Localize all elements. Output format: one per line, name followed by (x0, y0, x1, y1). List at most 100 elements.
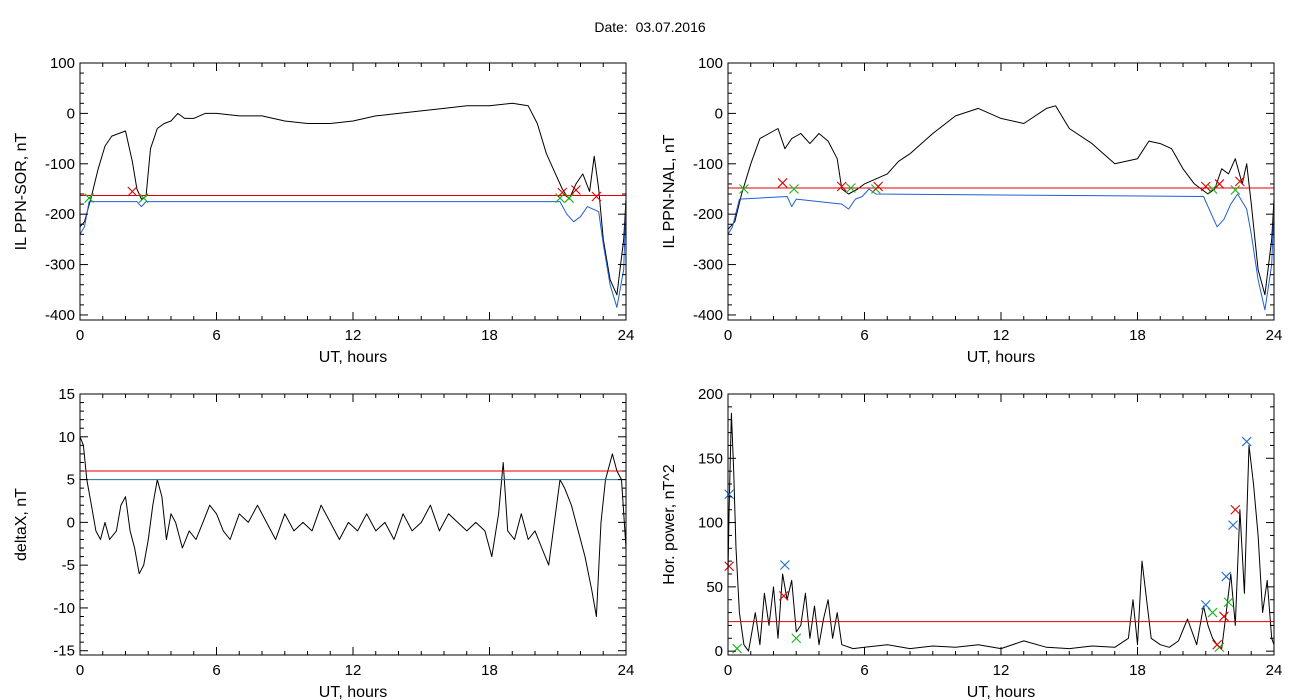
y-tick-label: 15 (58, 386, 75, 403)
x-tick-label: 18 (481, 327, 498, 344)
x-tick-label: 24 (1266, 662, 1283, 679)
marker-green (732, 643, 742, 654)
marker-red (836, 181, 847, 192)
x-tick-label: 12 (993, 327, 1010, 344)
y-axis-label: deltaX, nT (13, 488, 30, 561)
marker-green (1230, 185, 1241, 195)
marker-blue (1221, 571, 1232, 582)
plot-frame (727, 62, 1275, 321)
marker-red (873, 181, 884, 192)
marker-green (1207, 184, 1218, 194)
chart-panel-4: 0 6 12 18 24 200 150 100 50 0 UT, hours Hor. power,… (661, 386, 1282, 700)
y-tick-label: 0 (715, 643, 723, 660)
series-line-1 (727, 105, 1275, 296)
x-tick-label: 6 (212, 327, 220, 344)
x-axis-label: UT, hours (967, 349, 1035, 366)
plot-frame (79, 393, 627, 656)
marker-red (777, 178, 788, 188)
x-axis-label: UT, hours (319, 349, 387, 366)
marker-green (1207, 607, 1218, 618)
marker-blue (1228, 520, 1238, 531)
y-tick-label: 150 (698, 450, 723, 467)
y-tick-label: -200 (693, 206, 723, 223)
marker-red (1200, 181, 1211, 192)
y-axis-label: Hor. power, nT^2 (661, 464, 678, 585)
x-tick-label: 12 (345, 327, 362, 344)
y-tick-label: -400 (693, 307, 723, 324)
series-line-1 (79, 102, 627, 296)
x-tick-label: 0 (724, 327, 732, 344)
x-axis-label: UT, hours (319, 684, 387, 700)
x-tick-label: 18 (1129, 662, 1146, 679)
chart-panel-2: 0 6 12 18 24 100 0 -100 -200 -300 -400 UT, hours IL … (661, 55, 1282, 366)
plot-frame (79, 62, 627, 321)
page-title: Date: 03.07.2016 (594, 19, 706, 35)
y-tick-label: -15 (53, 643, 75, 660)
plot-frame (727, 393, 1275, 656)
marker-green (789, 184, 799, 194)
y-tick-label: -100 (45, 156, 75, 173)
marker-green (138, 193, 149, 203)
x-tick-label: 18 (1129, 327, 1146, 344)
marker-green (791, 633, 802, 644)
x-tick-label: 24 (618, 327, 635, 344)
marker-blue (1200, 599, 1211, 610)
x-tick-label: 24 (618, 662, 635, 679)
chart-panel-3: 0 6 12 18 24 15 10 5 0 -5 -10 -15 UT, hours deltaX, n… (13, 386, 634, 700)
y-axis-label: IL PPN-NAL, nT (661, 134, 678, 248)
x-tick-label: 0 (724, 662, 732, 679)
y-tick-label: 0 (715, 105, 723, 122)
x-tick-label: 12 (345, 662, 362, 679)
y-tick-label: 0 (67, 514, 75, 531)
marker-green (84, 193, 94, 203)
x-axis-label: UT, hours (967, 684, 1035, 700)
marker-red (1219, 611, 1229, 622)
marker-blue (1241, 436, 1252, 447)
x-tick-label: 6 (212, 662, 220, 679)
series-line-2 (727, 188, 1275, 311)
x-tick-label: 0 (76, 327, 84, 344)
y-tick-label: -10 (53, 600, 75, 617)
marker-red (724, 561, 735, 572)
marker-red (591, 191, 602, 202)
y-tick-label: -300 (693, 257, 723, 274)
marker-red (127, 186, 138, 197)
y-tick-label: 100 (698, 55, 723, 72)
marker-red (557, 187, 568, 198)
y-tick-label: 200 (698, 386, 723, 403)
marker-red (571, 185, 581, 195)
y-tick-label: -100 (693, 156, 723, 173)
y-tick-label: -200 (45, 206, 75, 223)
x-tick-label: 24 (1266, 327, 1283, 344)
x-tick-label: 18 (481, 662, 498, 679)
x-tick-label: 6 (860, 327, 868, 344)
marker-red (1230, 504, 1241, 515)
series-line-1 (79, 436, 627, 617)
marker-red (1234, 176, 1245, 187)
y-tick-label: 100 (698, 515, 723, 532)
y-tick-label: 50 (706, 579, 723, 596)
marker-green (845, 183, 856, 193)
marker-blue (724, 489, 735, 500)
marker-red (1212, 639, 1223, 650)
marker-green (1223, 597, 1234, 608)
x-tick-label: 6 (860, 662, 868, 679)
y-tick-label: -300 (45, 257, 75, 274)
marker-red (1214, 179, 1225, 189)
chart-panel-1: 0 6 12 18 24 100 0 -100 -200 -300 -400 UT, hours IL … (13, 55, 634, 366)
y-tick-label: -5 (62, 557, 75, 574)
x-tick-label: 0 (76, 662, 84, 679)
series-line-1 (727, 412, 1275, 652)
series-line-2 (79, 199, 627, 308)
y-tick-label: -400 (45, 307, 75, 324)
marker-green (739, 184, 749, 194)
y-tick-label: 10 (58, 429, 75, 446)
y-tick-label: 100 (50, 55, 75, 72)
marker-blue (779, 560, 790, 570)
marker-red (778, 590, 789, 601)
x-tick-label: 12 (993, 662, 1010, 679)
y-axis-label: IL PPN-SOR, nT (13, 132, 30, 250)
y-tick-label: 0 (67, 105, 75, 122)
marker-green (555, 193, 565, 203)
